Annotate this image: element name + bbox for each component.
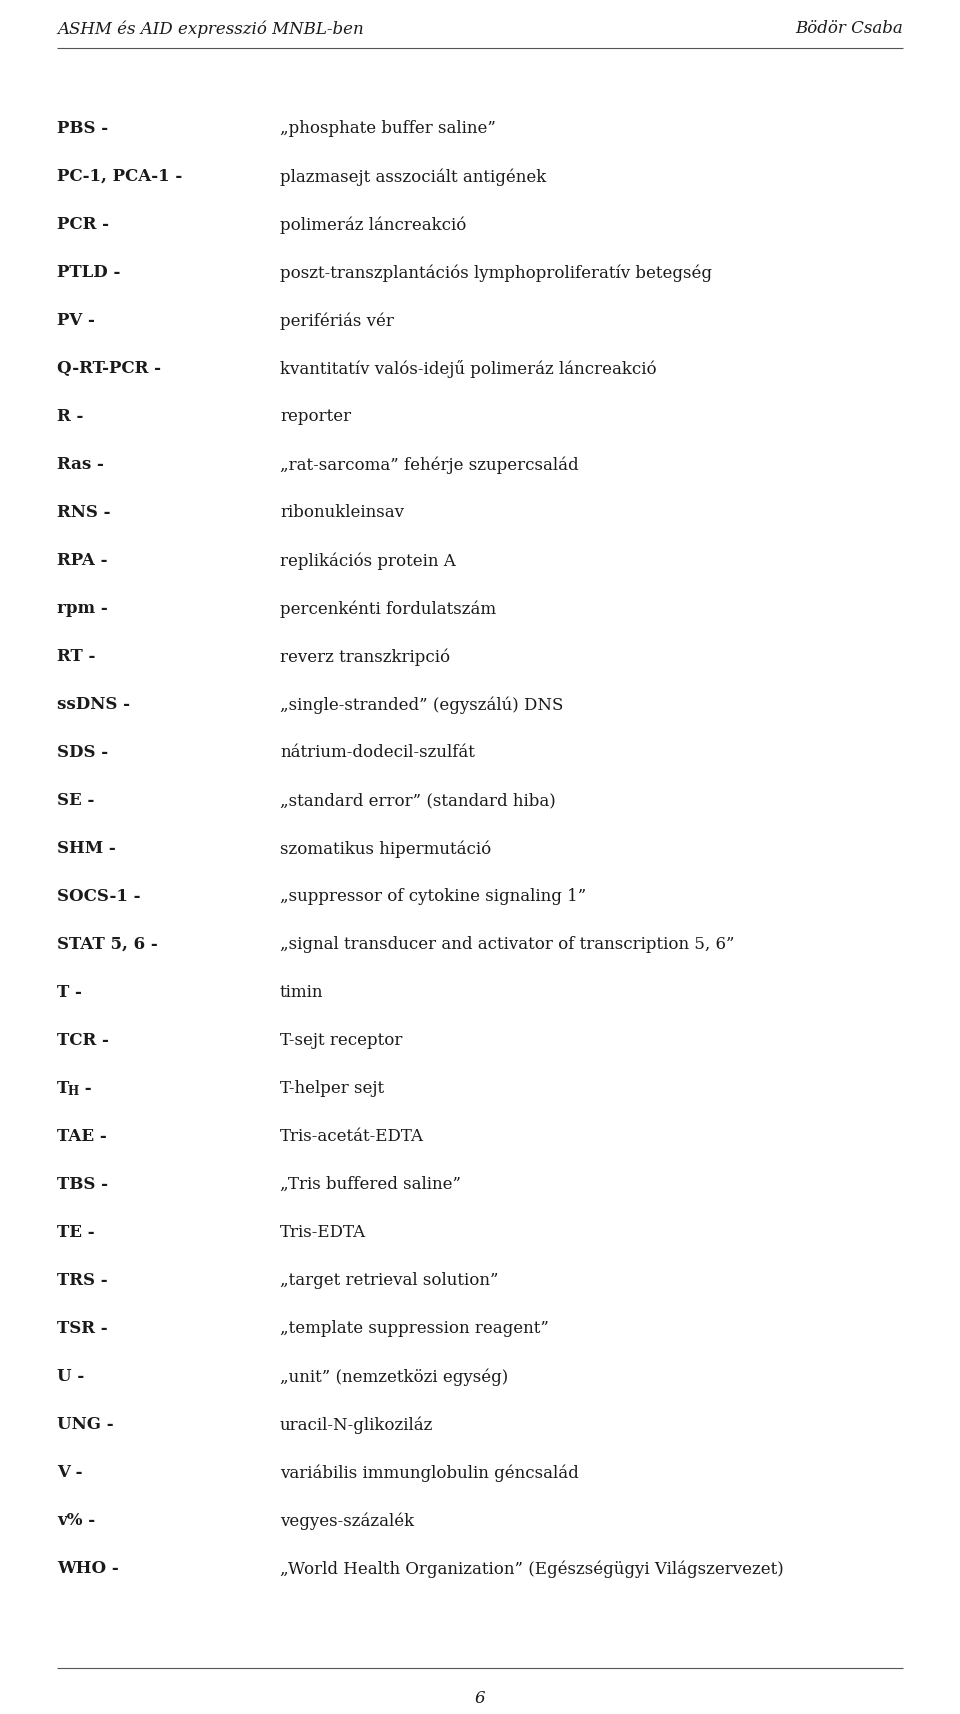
Text: STAT 5, 6 -: STAT 5, 6 - [57,936,157,953]
Text: rpm -: rpm - [57,600,108,617]
Text: Q-RT-PCR -: Q-RT-PCR - [57,360,161,377]
Text: R -: R - [57,408,84,425]
Text: PV -: PV - [57,312,95,329]
Text: T-helper sejt: T-helper sejt [280,1080,384,1097]
Text: TCR -: TCR - [57,1032,108,1049]
Text: SOCS-1 -: SOCS-1 - [57,888,140,905]
Text: PCR -: PCR - [57,216,109,233]
Text: SDS -: SDS - [57,744,108,761]
Text: „phosphate buffer saline”: „phosphate buffer saline” [280,120,496,137]
Text: RPA -: RPA - [57,552,108,569]
Text: polimeráz láncreakció: polimeráz láncreakció [280,216,467,233]
Text: uracil-N-glikoziláz: uracil-N-glikoziláz [280,1416,433,1433]
Text: vegyes-százalék: vegyes-százalék [280,1512,414,1529]
Text: U -: U - [57,1368,84,1385]
Text: SE -: SE - [57,792,94,809]
Text: variábilis immunglobulin géncsalád: variábilis immunglobulin géncsalád [280,1464,579,1481]
Text: poszt-transzplantációs lymphoproliferatív betegség: poszt-transzplantációs lymphoproliferatí… [280,264,712,281]
Text: 6: 6 [474,1690,486,1707]
Text: ssDNS -: ssDNS - [57,696,130,713]
Text: TE -: TE - [57,1224,95,1241]
Text: „single-stranded” (egyszálú) DNS: „single-stranded” (egyszálú) DNS [280,696,564,713]
Text: RNS -: RNS - [57,504,110,521]
Text: H: H [68,1085,80,1099]
Text: TSR -: TSR - [57,1320,108,1337]
Text: „rat-sarcoma” fehérje szupercsalád: „rat-sarcoma” fehérje szupercsalád [280,456,579,473]
Text: PTLD -: PTLD - [57,264,120,281]
Text: „suppressor of cytokine signaling 1”: „suppressor of cytokine signaling 1” [280,888,587,905]
Text: V -: V - [57,1464,83,1481]
Text: UNG -: UNG - [57,1416,113,1433]
Text: PC-1, PCA-1 -: PC-1, PCA-1 - [57,168,182,185]
Text: WHO -: WHO - [57,1560,119,1577]
Text: „template suppression reagent”: „template suppression reagent” [280,1320,549,1337]
Text: „standard error” (standard hiba): „standard error” (standard hiba) [280,792,556,809]
Text: -: - [79,1080,91,1097]
Text: Tris-EDTA: Tris-EDTA [280,1224,366,1241]
Text: PBS -: PBS - [57,120,108,137]
Text: „unit” (nemzetközi egység): „unit” (nemzetközi egység) [280,1368,508,1385]
Text: „target retrieval solution”: „target retrieval solution” [280,1272,498,1289]
Text: v% -: v% - [57,1512,95,1529]
Text: T -: T - [57,984,82,1001]
Text: plazmasejt asszociált antigének: plazmasejt asszociált antigének [280,168,546,185]
Text: RT -: RT - [57,648,95,665]
Text: SHM -: SHM - [57,840,116,857]
Text: „Tris buffered saline”: „Tris buffered saline” [280,1176,461,1193]
Text: ribonukleinsav: ribonukleinsav [280,504,404,521]
Text: TRS -: TRS - [57,1272,108,1289]
Text: reverz transzkripció: reverz transzkripció [280,648,450,665]
Text: ASHM és AID expresszió MNBL-ben: ASHM és AID expresszió MNBL-ben [57,21,364,38]
Text: szomatikus hipermutáció: szomatikus hipermutáció [280,840,492,857]
Text: replikációs protein A: replikációs protein A [280,552,456,569]
Text: percenkénti fordulatszám: percenkénti fordulatszám [280,600,496,617]
Text: Ras -: Ras - [57,456,104,473]
Text: timin: timin [280,984,324,1001]
Text: „signal transducer and activator of transcription 5, 6”: „signal transducer and activator of tran… [280,936,734,953]
Text: nátrium-dodecil-szulfát: nátrium-dodecil-szulfát [280,744,475,761]
Text: T-sejt receptor: T-sejt receptor [280,1032,402,1049]
Text: reporter: reporter [280,408,351,425]
Text: perifériás vér: perifériás vér [280,312,394,329]
Text: Tris-acetát-EDTA: Tris-acetát-EDTA [280,1128,424,1145]
Text: Bödör Csaba: Bödör Csaba [795,21,903,38]
Text: „World Health Organization” (Egészségügyi Világszervezet): „World Health Organization” (Egészségügy… [280,1560,783,1577]
Text: kvantitatív valós-idejű polimeráz láncreakció: kvantitatív valós-idejű polimeráz láncre… [280,360,657,379]
Text: TBS -: TBS - [57,1176,108,1193]
Text: TAE -: TAE - [57,1128,107,1145]
Text: T: T [57,1080,69,1097]
